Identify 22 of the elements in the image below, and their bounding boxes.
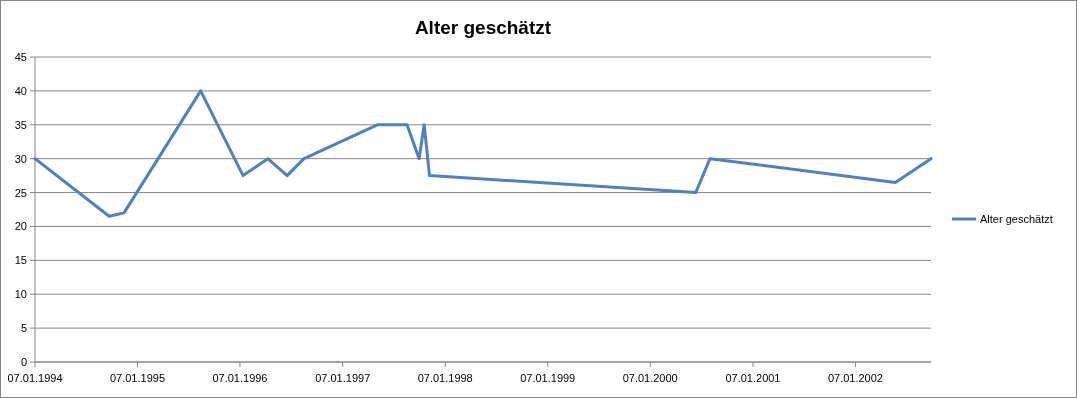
legend-label: Alter geschätzt bbox=[980, 213, 1053, 225]
x-tick-label: 07.01.2002 bbox=[827, 372, 883, 384]
x-tick-label: 07.01.1999 bbox=[520, 372, 576, 384]
x-tick-label: 07.01.1998 bbox=[417, 372, 473, 384]
y-tick-label: 35 bbox=[14, 118, 27, 131]
y-tick-label: 20 bbox=[14, 220, 27, 233]
y-tick-label: 10 bbox=[14, 288, 27, 301]
x-tick-label: 07.01.1994 bbox=[7, 372, 63, 384]
line-series bbox=[33, 89, 933, 218]
y-tick-label: 25 bbox=[14, 186, 27, 199]
x-tick-label: 07.01.1995 bbox=[109, 372, 166, 384]
y-tick-label: 40 bbox=[14, 84, 27, 97]
x-tick-label: 07.01.1997 bbox=[315, 372, 371, 384]
x-tick-label: 07.01.1996 bbox=[212, 372, 268, 384]
y-tick-label: 0 bbox=[20, 356, 27, 368]
y-tick-label: 30 bbox=[14, 152, 27, 165]
y-tick-label: 15 bbox=[14, 254, 27, 267]
x-tick-label: 07.01.2001 bbox=[725, 372, 781, 384]
chart-title: Alter geschätzt bbox=[414, 17, 552, 38]
y-tick-label: 45 bbox=[14, 51, 27, 63]
x-tick-label: 07.01.2000 bbox=[622, 372, 678, 384]
y-tick-label: 5 bbox=[20, 322, 27, 335]
